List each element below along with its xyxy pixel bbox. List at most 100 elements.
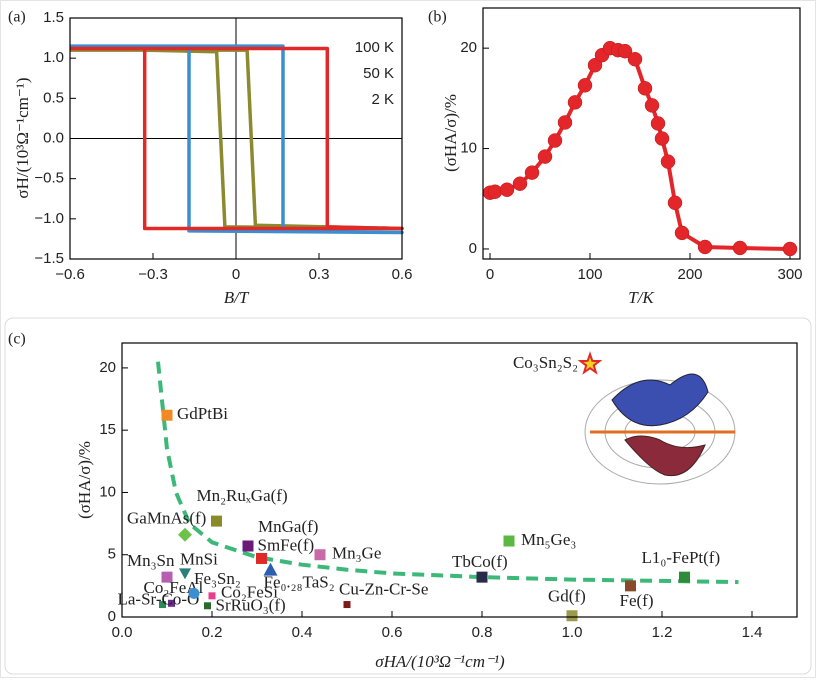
point-label: GdPtBi — [177, 404, 228, 423]
point-label: La-Sr-Co-O — [118, 589, 200, 608]
panel-label: (c) — [8, 331, 26, 348]
marker — [566, 610, 578, 622]
x-tick-label: 1.2 — [652, 624, 673, 641]
x-axis-label: B/T — [224, 288, 250, 307]
x-tick-label: 1.4 — [742, 624, 763, 641]
point-label: GaMnAs(f) — [127, 509, 206, 528]
x-tick-label: 1.0 — [562, 624, 583, 641]
point-label: Fe(f) — [620, 591, 654, 610]
point-label: Fe₀.₂₈TaS₂ — [264, 573, 335, 592]
marker — [204, 602, 211, 610]
point-label: Gd(f) — [548, 587, 586, 606]
marker — [476, 571, 488, 583]
y-tick-label: 5 — [108, 546, 116, 563]
y-tick-label: 0.5 — [43, 89, 64, 106]
marker — [524, 165, 540, 180]
marker — [161, 409, 173, 421]
y-axis-label: σH/(10³Ω⁻¹cm⁻¹) — [13, 77, 32, 198]
marker — [557, 115, 573, 130]
x-tick-label: 0.3 — [309, 266, 330, 283]
plot-frame — [482, 7, 801, 260]
marker — [256, 552, 267, 564]
marker — [577, 78, 593, 93]
marker — [159, 601, 166, 609]
point-label: Co₂FeSi — [221, 583, 278, 602]
y-tick-label: −1.0 — [34, 210, 64, 227]
marker — [168, 599, 175, 607]
fit-curve — [156, 361, 739, 585]
x-tick-label: 0.0 — [112, 624, 133, 641]
point-label: Mn₃Sn — [127, 551, 175, 570]
chart-panel: (c) σHA/(10³Ω⁻¹cm⁻¹) (σHA/σ)/% 0.0 0.2 0.4 0.6… — [8, 331, 798, 671]
x-tick-label: 0 — [486, 266, 494, 283]
point-label: Co₃Sn₂S₂ — [513, 353, 578, 372]
marker — [178, 527, 192, 542]
y-tick-label: 0 — [469, 240, 477, 257]
marker — [343, 601, 351, 609]
panel-label: (b) — [428, 9, 447, 26]
y-tick-label: 10 — [460, 140, 477, 157]
y-tick-label: 0.0 — [43, 129, 64, 146]
marker — [503, 535, 515, 547]
y-tick-label: −1.5 — [34, 250, 64, 267]
x-tick-label: 300 — [777, 266, 802, 283]
x-tick-label: 200 — [677, 266, 702, 283]
inset-illustration — [584, 373, 736, 485]
x-tick-label: 0.4 — [292, 624, 313, 641]
y-tick-label: 15 — [99, 421, 116, 438]
data-line — [70, 44, 404, 235]
data-line — [70, 46, 404, 231]
marker — [782, 241, 798, 257]
marker — [667, 195, 683, 211]
x-tick-label: 0.6 — [382, 624, 403, 641]
marker — [547, 133, 563, 148]
marker — [627, 51, 643, 67]
marker — [697, 239, 713, 255]
marker — [188, 587, 200, 599]
x-tick-label: −0.3 — [138, 266, 168, 283]
point-label: SrRuO₃(f) — [216, 596, 286, 615]
y-tick-label: 1.5 — [43, 9, 64, 26]
marker — [732, 240, 748, 256]
marker — [567, 95, 583, 110]
panel-label: (a) — [8, 9, 26, 26]
x-axis-label: σHA/(10³Ω⁻¹cm⁻¹) — [375, 652, 505, 671]
point-label: Mn₅Ge₃ — [521, 530, 576, 549]
marker — [679, 571, 690, 583]
legend-label: 100 K — [355, 39, 394, 56]
marker — [644, 98, 660, 113]
marker — [637, 81, 653, 96]
legend-label: 50 K — [363, 65, 394, 82]
chart-panel: (b) T/K (σHA/σ)/% 0 100 200 300 0 10 20 — [428, 7, 803, 307]
x-tick-label: 100 — [577, 266, 602, 283]
point-label: Cu-Zn-Cr-Se — [339, 579, 428, 598]
point-label: L1₀-FePt(f) — [642, 548, 721, 567]
marker — [654, 131, 670, 146]
y-tick-label: −0.5 — [34, 170, 64, 187]
panel-c-frame — [4, 317, 812, 675]
x-tick-label: 0.2 — [202, 624, 223, 641]
marker — [179, 568, 191, 580]
marker — [650, 116, 666, 131]
y-tick-label: 1.0 — [43, 49, 64, 66]
marker — [587, 57, 603, 73]
point-label: Mn₂RuₓGa(f) — [197, 486, 288, 505]
chart-panel: (a) B/T σH/(10³Ω⁻¹cm⁻¹) −0.6 −0.3 0 0.3 0.6 1.5 1… — [8, 9, 412, 307]
plot-frame — [121, 342, 798, 618]
point-label: Fe₃Sn₂ — [194, 569, 241, 588]
x-tick-label: −0.6 — [55, 266, 85, 283]
x-tick-label: 0 — [232, 266, 240, 283]
marker — [617, 43, 633, 59]
point-label: SmFe(f) — [258, 535, 315, 554]
marker — [242, 540, 254, 552]
marker — [263, 562, 278, 576]
y-tick-label: 10 — [99, 483, 116, 500]
marker — [674, 225, 690, 241]
plot-frame — [69, 17, 403, 260]
x-tick-label: 0.8 — [472, 624, 493, 641]
y-tick-label: 20 — [460, 39, 477, 56]
point-label: MnGa(f) — [258, 517, 318, 536]
point-label: TbCo(f) — [452, 552, 508, 571]
